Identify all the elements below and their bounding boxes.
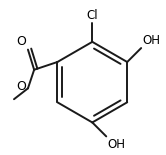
- Text: Cl: Cl: [86, 9, 98, 22]
- Text: O: O: [17, 35, 26, 48]
- Text: OH: OH: [143, 33, 161, 46]
- Text: OH: OH: [108, 138, 126, 151]
- Text: O: O: [17, 80, 26, 93]
